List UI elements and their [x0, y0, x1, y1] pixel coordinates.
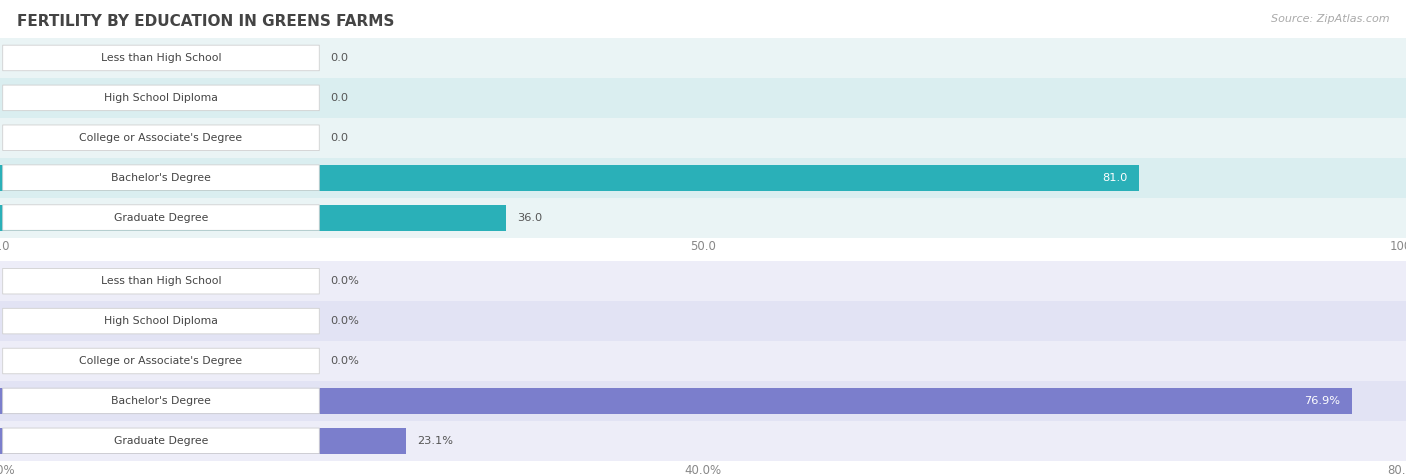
Text: 0.0: 0.0	[330, 93, 349, 103]
FancyBboxPatch shape	[3, 85, 319, 111]
Text: Bachelor's Degree: Bachelor's Degree	[111, 172, 211, 183]
FancyBboxPatch shape	[3, 205, 319, 230]
Text: 81.0: 81.0	[1102, 172, 1128, 183]
Text: 36.0: 36.0	[517, 212, 543, 223]
Bar	[0, 428, 406, 454]
Text: 0.0%: 0.0%	[330, 276, 360, 286]
Text: College or Associate's Degree: College or Associate's Degree	[79, 133, 243, 143]
Bar	[0, 198, 1406, 238]
Bar	[0, 341, 1406, 381]
Text: FERTILITY BY EDUCATION IN GREENS FARMS: FERTILITY BY EDUCATION IN GREENS FARMS	[17, 14, 394, 29]
Bar	[0, 165, 1139, 190]
Bar	[0, 301, 1406, 341]
Bar	[0, 381, 1406, 421]
Text: 0.0: 0.0	[330, 133, 349, 143]
Text: College or Associate's Degree: College or Associate's Degree	[79, 356, 243, 366]
Text: 23.1%: 23.1%	[418, 436, 453, 446]
Text: High School Diploma: High School Diploma	[104, 316, 218, 326]
Bar	[0, 78, 1406, 118]
Bar	[0, 158, 1406, 198]
Bar	[0, 421, 1406, 461]
Text: Less than High School: Less than High School	[101, 276, 221, 286]
Bar	[0, 205, 506, 230]
Bar	[0, 388, 1351, 414]
Text: 0.0%: 0.0%	[330, 316, 360, 326]
Text: 0.0: 0.0	[330, 53, 349, 63]
Text: 76.9%: 76.9%	[1305, 396, 1340, 406]
FancyBboxPatch shape	[3, 268, 319, 294]
FancyBboxPatch shape	[3, 45, 319, 71]
Bar	[0, 38, 1406, 78]
FancyBboxPatch shape	[3, 428, 319, 454]
Bar	[0, 118, 1406, 158]
Text: Bachelor's Degree: Bachelor's Degree	[111, 396, 211, 406]
FancyBboxPatch shape	[3, 125, 319, 151]
Text: Graduate Degree: Graduate Degree	[114, 212, 208, 223]
FancyBboxPatch shape	[3, 388, 319, 414]
Text: Graduate Degree: Graduate Degree	[114, 436, 208, 446]
Text: Source: ZipAtlas.com: Source: ZipAtlas.com	[1271, 14, 1389, 24]
FancyBboxPatch shape	[3, 348, 319, 374]
Text: Less than High School: Less than High School	[101, 53, 221, 63]
Text: 0.0%: 0.0%	[330, 356, 360, 366]
Bar	[0, 261, 1406, 301]
Text: High School Diploma: High School Diploma	[104, 93, 218, 103]
FancyBboxPatch shape	[3, 308, 319, 334]
FancyBboxPatch shape	[3, 165, 319, 190]
